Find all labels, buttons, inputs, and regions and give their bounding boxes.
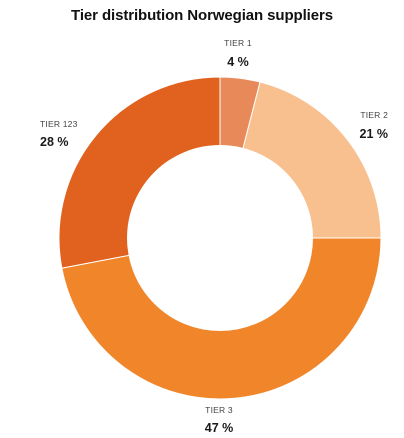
slice-label-value: 28 % (40, 135, 69, 149)
donut-hole (127, 145, 313, 331)
slice-label-value: 4 % (227, 55, 249, 69)
slice-label-name: TIER 2 (360, 110, 388, 120)
slice-label-name: TIER 3 (205, 405, 233, 415)
slice-label-value: 21 % (360, 127, 389, 141)
slice-label-value: 47 % (205, 421, 234, 435)
slice-label-name: TIER 123 (40, 119, 78, 129)
chart-title: Tier distribution Norwegian suppliers (71, 7, 333, 24)
slice-labels: TIER 1 4 % TIER 2 21 % TIER 3 47 % TIER 123 28 … (40, 38, 388, 435)
slice-label-name: TIER 1 (224, 38, 252, 48)
